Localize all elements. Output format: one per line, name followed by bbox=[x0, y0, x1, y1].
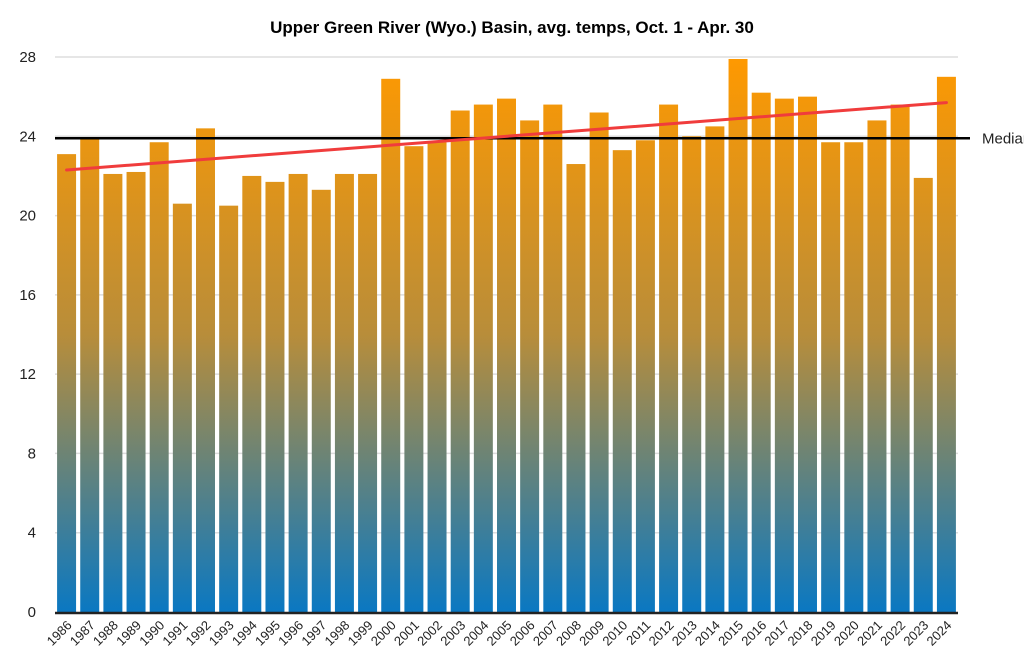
x-tick-label: 2008 bbox=[553, 618, 584, 649]
x-tick-label: 1991 bbox=[159, 618, 190, 649]
y-tick-label: 16 bbox=[19, 287, 36, 304]
x-tick-label: 2010 bbox=[599, 618, 630, 649]
bar-2012 bbox=[659, 104, 679, 613]
bar-2014 bbox=[705, 126, 725, 612]
x-tick-label: 2017 bbox=[761, 618, 792, 649]
bar-2023 bbox=[913, 177, 933, 613]
bar-2008 bbox=[566, 164, 586, 613]
bar-2001 bbox=[404, 146, 424, 613]
x-tick-label: 2012 bbox=[646, 618, 677, 649]
x-tick-label: 2009 bbox=[576, 618, 607, 649]
y-tick-label: 4 bbox=[28, 525, 36, 542]
bar-2022 bbox=[890, 104, 910, 613]
x-tick-label: 1992 bbox=[183, 618, 214, 649]
trend-line bbox=[65, 101, 948, 172]
bar-1999 bbox=[358, 173, 378, 613]
bar-1990 bbox=[149, 142, 169, 612]
x-tick-label: 2018 bbox=[785, 618, 816, 649]
x-tick-label: 2019 bbox=[808, 618, 839, 649]
bar-2018 bbox=[798, 96, 817, 612]
y-tick-label: 8 bbox=[28, 445, 36, 462]
bar-2004 bbox=[473, 104, 493, 613]
x-tick-label: 2003 bbox=[437, 618, 468, 649]
bar-2019 bbox=[821, 142, 841, 612]
x-tick-label: 1998 bbox=[321, 618, 352, 649]
x-tick-label: 1987 bbox=[67, 618, 98, 649]
x-tick-label: 1993 bbox=[206, 618, 237, 649]
x-tick-label: 1986 bbox=[44, 618, 75, 649]
bar-2021 bbox=[867, 120, 887, 612]
bar-2010 bbox=[612, 150, 632, 613]
median-label: Median bbox=[982, 130, 1024, 147]
x-tick-label: 2000 bbox=[368, 618, 399, 649]
x-tick-label: 1990 bbox=[136, 618, 167, 649]
bar-2005 bbox=[497, 98, 516, 612]
bar-1987 bbox=[80, 138, 100, 612]
x-tick-label: 1988 bbox=[90, 618, 121, 649]
x-tick-label: 2020 bbox=[831, 618, 862, 649]
x-tick-label: 2006 bbox=[507, 618, 538, 649]
x-tick-label: 2011 bbox=[623, 618, 653, 648]
x-tick-label: 2002 bbox=[414, 618, 445, 649]
chart-title: Upper Green River (Wyo.) Basin, avg. tem… bbox=[270, 18, 754, 37]
bar-1996 bbox=[288, 173, 308, 613]
x-tick-label: 1989 bbox=[113, 618, 144, 649]
bar-2013 bbox=[682, 136, 702, 613]
y-tick-label: 20 bbox=[19, 208, 36, 225]
x-tick-label: 2005 bbox=[484, 618, 515, 649]
bar-2024 bbox=[936, 76, 956, 613]
bar-1995 bbox=[265, 181, 285, 612]
bar-2011 bbox=[635, 140, 655, 612]
bar-1998 bbox=[334, 173, 354, 613]
bar-1991 bbox=[172, 203, 192, 612]
x-tick-label: 2001 bbox=[391, 618, 422, 649]
bar-1992 bbox=[196, 128, 215, 612]
x-tick-label: 1997 bbox=[298, 618, 329, 649]
x-tick-label: 1995 bbox=[252, 618, 283, 649]
bar-2003 bbox=[450, 110, 470, 613]
x-tick-label: 2007 bbox=[530, 618, 561, 649]
bar-2000 bbox=[381, 78, 401, 612]
y-tick-label: 28 bbox=[19, 49, 36, 66]
x-tick-label: 2021 bbox=[854, 618, 885, 649]
bar-2002 bbox=[427, 142, 447, 612]
bar-1989 bbox=[126, 171, 146, 612]
x-tick-label: 1994 bbox=[229, 618, 260, 649]
bar-1993 bbox=[219, 205, 239, 613]
x-tick-label: 2013 bbox=[669, 618, 700, 649]
y-tick-label: 0 bbox=[28, 604, 36, 621]
bar-1986 bbox=[57, 154, 77, 612]
bar-2017 bbox=[774, 98, 794, 612]
bar-2016 bbox=[751, 92, 771, 612]
bar-2020 bbox=[844, 142, 864, 612]
bar-2015 bbox=[728, 58, 748, 613]
x-tick-label: 1999 bbox=[345, 618, 376, 649]
y-tick-label: 24 bbox=[19, 128, 36, 145]
bar-1994 bbox=[242, 175, 262, 612]
x-tick-label: 2015 bbox=[715, 618, 746, 649]
x-tick-label: 1996 bbox=[275, 618, 306, 649]
bar-2006 bbox=[520, 120, 540, 612]
y-tick-label: 12 bbox=[19, 366, 36, 383]
x-tick-label: 2016 bbox=[738, 618, 769, 649]
bar-1997 bbox=[311, 189, 331, 612]
x-tick-label: 2023 bbox=[900, 618, 931, 649]
x-tick-label: 2024 bbox=[923, 618, 954, 649]
x-tick-label: 2004 bbox=[460, 618, 491, 649]
bar-1988 bbox=[103, 173, 123, 613]
x-tick-label: 2022 bbox=[877, 618, 908, 649]
bar-2007 bbox=[543, 104, 563, 613]
bar-2009 bbox=[589, 112, 609, 612]
x-tick-label: 2014 bbox=[692, 618, 723, 649]
